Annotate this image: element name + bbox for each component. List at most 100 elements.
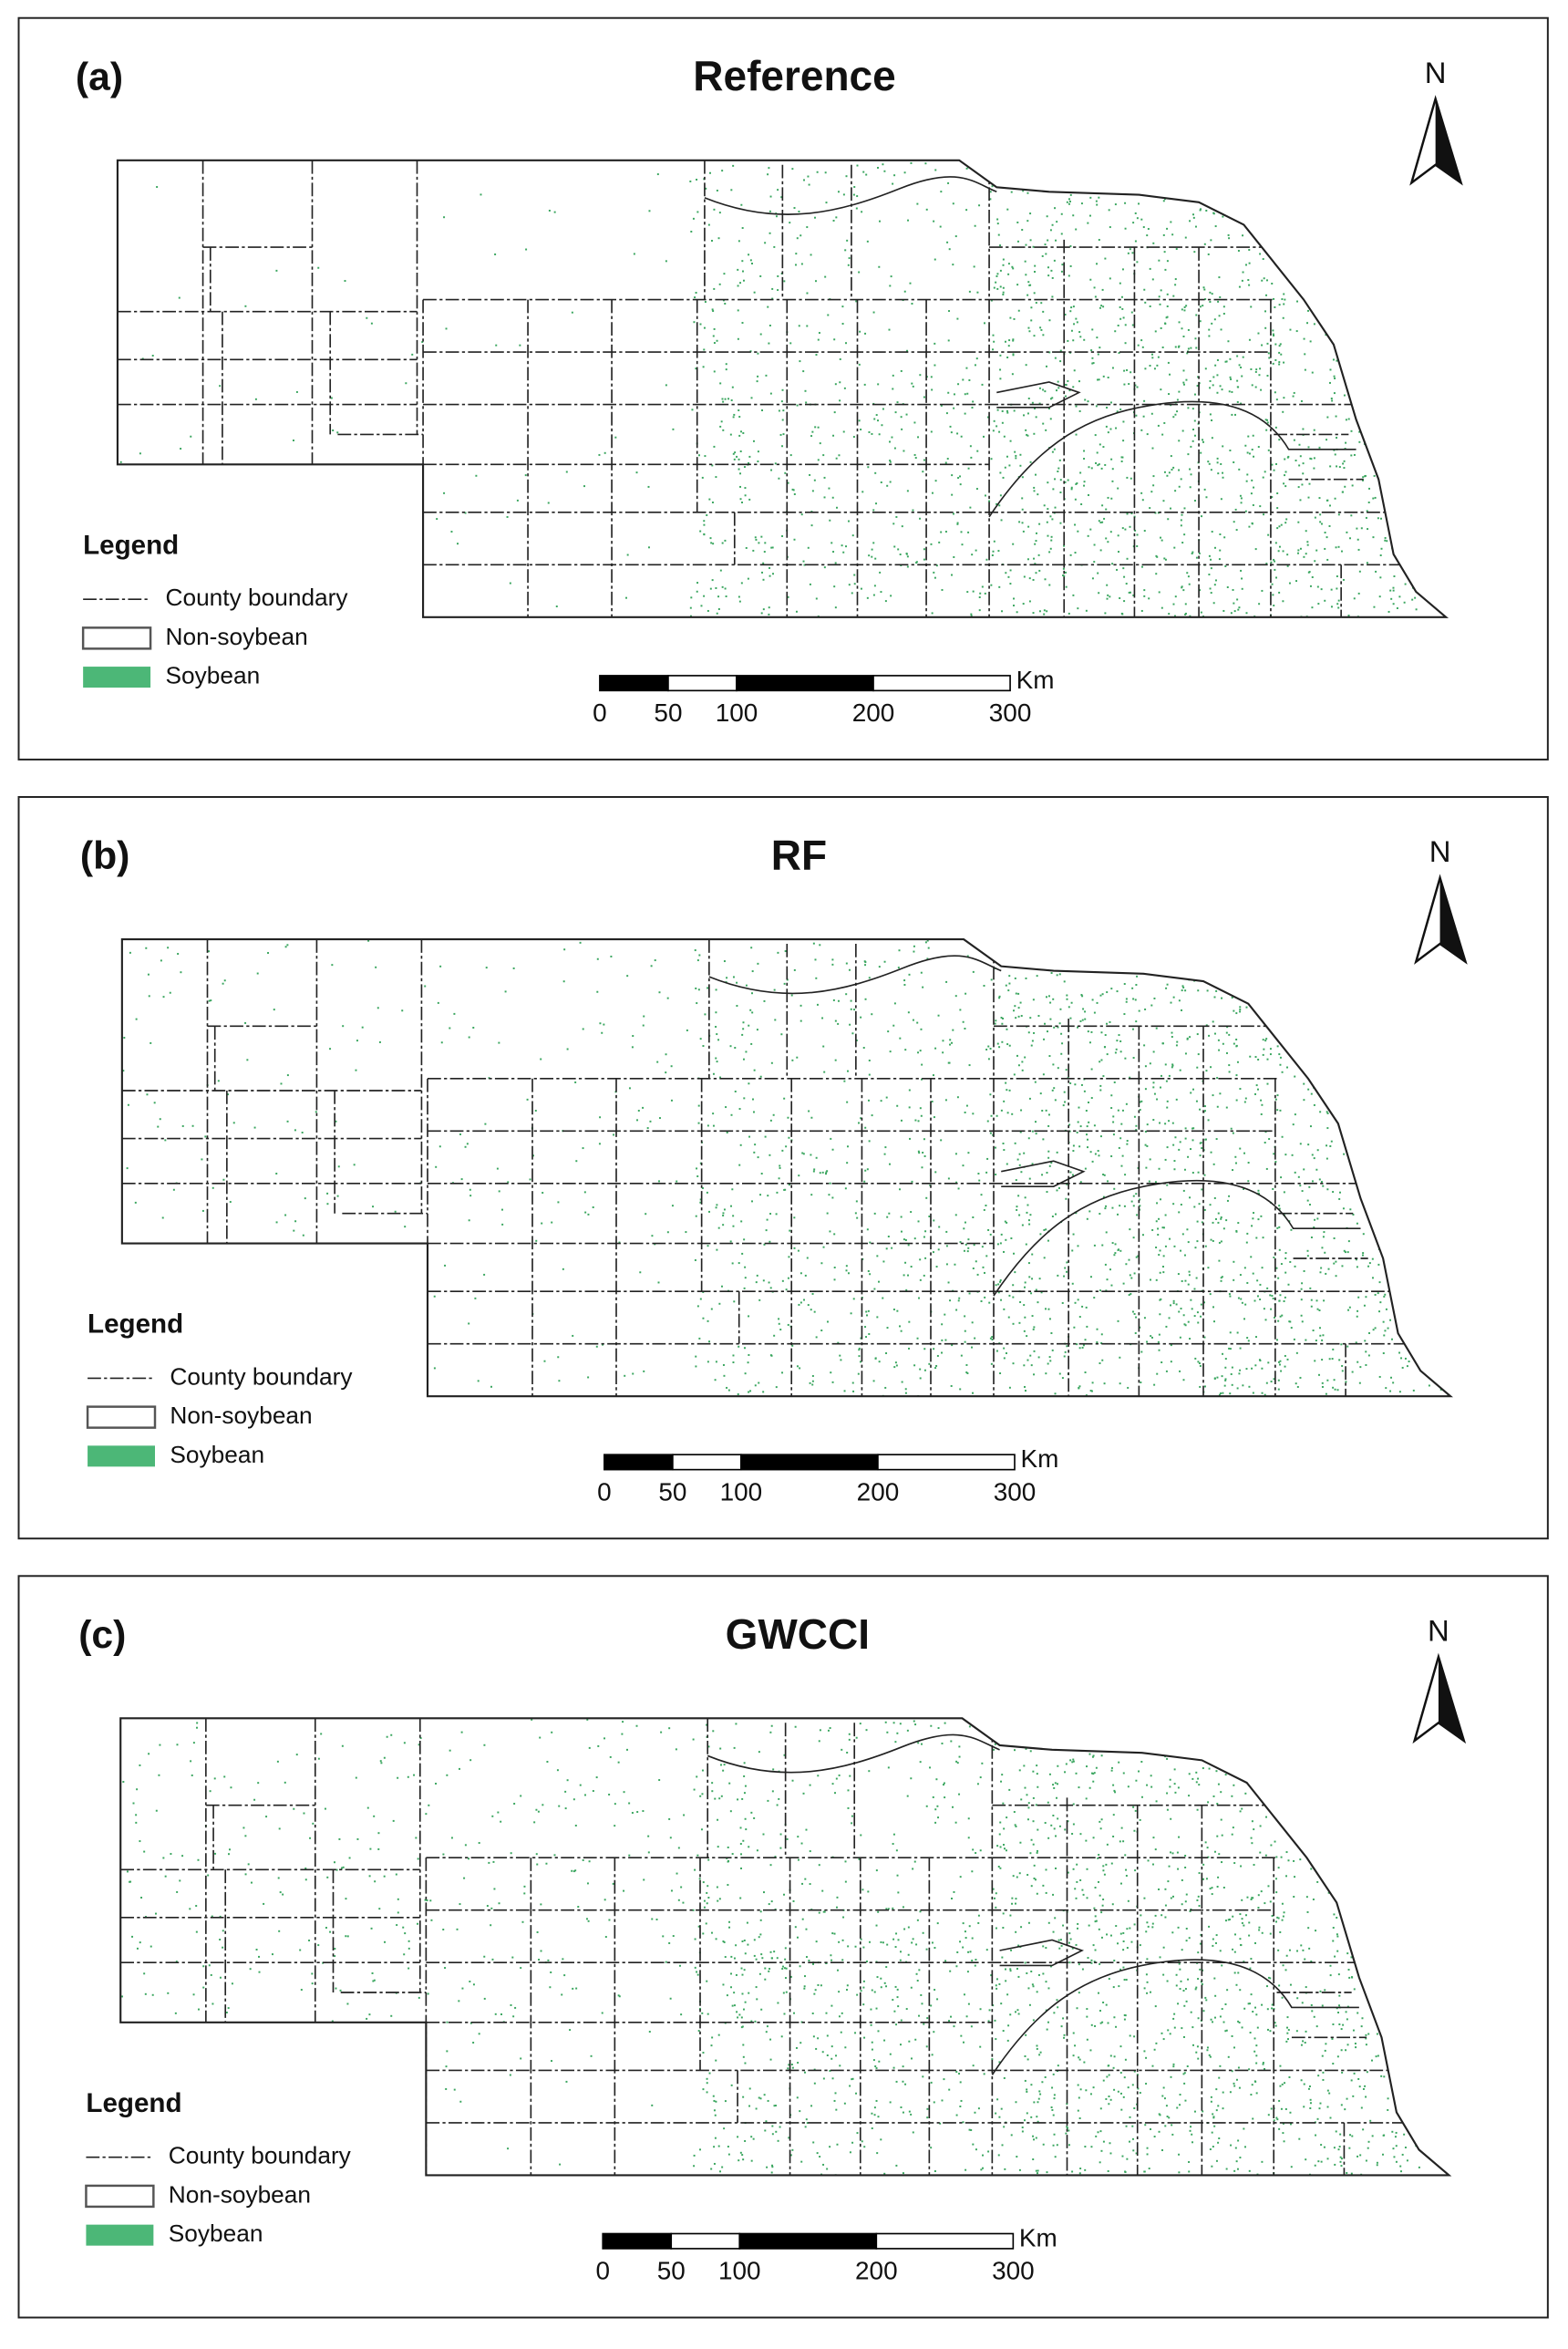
soybean-pixel: [1199, 320, 1202, 323]
soybean-pixel: [1381, 988, 1384, 991]
soybean-pixel: [904, 1049, 907, 1051]
soybean-pixel: [1370, 1205, 1373, 1207]
soybean-pixel: [1032, 612, 1035, 615]
soybean-pixel: [1066, 1270, 1068, 1273]
soybean-pixel: [1057, 1783, 1058, 1785]
soybean-pixel: [1292, 1123, 1295, 1126]
soybean-pixel: [1174, 284, 1177, 286]
soybean-pixel: [919, 1258, 922, 1261]
soybean-pixel: [1139, 166, 1141, 169]
soybean-pixel: [1120, 1123, 1123, 1125]
soybean-pixel: [1128, 1294, 1130, 1297]
soybean-pixel: [1121, 268, 1124, 271]
soybean-pixel: [336, 1195, 339, 1197]
soybean-pixel: [1134, 939, 1137, 942]
soybean-pixel: [159, 1118, 161, 1121]
soybean-pixel: [712, 335, 715, 337]
soybean-pixel: [999, 1821, 1002, 1824]
soybean-pixel: [1318, 497, 1321, 500]
soybean-pixel: [1085, 1306, 1088, 1309]
soybean-pixel: [1248, 957, 1251, 959]
soybean-pixel: [1074, 498, 1077, 501]
soybean-pixel: [731, 1262, 734, 1265]
soybean-pixel: [1099, 443, 1101, 446]
soybean-pixel: [993, 419, 995, 422]
soybean-pixel: [1261, 998, 1264, 1000]
soybean-pixel: [903, 1238, 905, 1241]
soybean-pixel: [1273, 1257, 1275, 1258]
soybean-pixel: [1047, 1113, 1050, 1116]
soybean-pixel: [1010, 1949, 1013, 1951]
soybean-pixel: [507, 1181, 510, 1184]
soybean-pixel: [1295, 1351, 1298, 1354]
soybean-pixel: [1334, 284, 1336, 286]
soybean-pixel: [1094, 1153, 1097, 1155]
soybean-pixel: [1244, 510, 1247, 512]
soybean-pixel: [1322, 1334, 1325, 1337]
soybean-pixel: [210, 999, 212, 1002]
soybean-pixel: [799, 360, 801, 363]
soybean-pixel: [812, 1962, 815, 1965]
soybean-pixel: [1329, 465, 1332, 468]
soybean-pixel: [1182, 336, 1185, 337]
soybean-pixel: [1125, 1263, 1128, 1266]
soybean-pixel: [291, 470, 294, 472]
soybean-pixel: [1264, 471, 1266, 473]
soybean-pixel: [665, 384, 667, 387]
soybean-pixel: [1192, 161, 1195, 164]
soybean-pixel: [883, 170, 886, 172]
soybean-pixel: [1405, 526, 1408, 529]
soybean-pixel: [858, 1349, 861, 1351]
soybean-pixel: [1342, 462, 1345, 465]
soybean-pixel: [1130, 512, 1133, 514]
soybean-pixel: [1398, 505, 1401, 508]
soybean-pixel: [877, 167, 879, 169]
soybean-pixel: [1197, 989, 1200, 992]
soybean-pixel: [558, 1380, 561, 1382]
soybean-pixel: [1368, 228, 1371, 231]
soybean-pixel: [869, 1241, 872, 1244]
soybean-pixel: [1345, 320, 1347, 323]
soybean-pixel: [547, 1959, 550, 1961]
soybean-pixel: [1201, 1188, 1203, 1191]
scale-tick-label: 200: [852, 698, 895, 727]
soybean-pixel: [1126, 368, 1129, 371]
soybean-pixel: [1425, 960, 1428, 963]
soybean-pixel: [1038, 610, 1041, 613]
soybean-pixel: [903, 984, 906, 986]
soybean-pixel: [913, 421, 916, 424]
soybean-pixel: [1027, 1031, 1030, 1034]
soybean-pixel: [1117, 487, 1119, 490]
soybean-pixel: [1189, 220, 1191, 222]
soybean-pixel: [1336, 262, 1338, 264]
soybean-pixel: [1253, 1299, 1256, 1302]
soybean-pixel: [1118, 1034, 1120, 1037]
soybean-pixel: [1401, 1053, 1404, 1056]
soybean-pixel: [1241, 577, 1243, 580]
soybean-pixel: [1392, 603, 1395, 605]
soybean-pixel: [1104, 257, 1107, 260]
soybean-pixel: [1135, 1124, 1138, 1127]
soybean-pixel: [1229, 178, 1232, 180]
soybean-pixel: [1131, 1028, 1134, 1030]
soybean-pixel: [965, 1363, 968, 1366]
soybean-pixel: [1115, 1048, 1118, 1050]
panel-frame: [17, 796, 1549, 1540]
soybean-pixel: [1349, 963, 1351, 966]
soybean-pixel: [709, 171, 711, 174]
soybean-pixel: [1405, 1318, 1408, 1320]
soybean-pixel: [972, 970, 975, 973]
soybean-pixel: [1192, 213, 1194, 216]
soybean-pixel: [1359, 1009, 1362, 1011]
soybean-pixel: [1109, 277, 1111, 280]
soybean-pixel: [1008, 975, 1011, 978]
soybean-pixel: [936, 1998, 939, 2001]
soybean-pixel: [1172, 1302, 1175, 1305]
soybean-pixel: [1392, 515, 1394, 518]
soybean-pixel: [1013, 171, 1016, 173]
scale-tick-label: 300: [989, 698, 1032, 727]
soybean-pixel: [750, 1042, 753, 1045]
soybean-pixel: [1338, 201, 1341, 203]
soybean-pixel: [803, 564, 806, 566]
soybean-pixel: [1265, 294, 1267, 296]
